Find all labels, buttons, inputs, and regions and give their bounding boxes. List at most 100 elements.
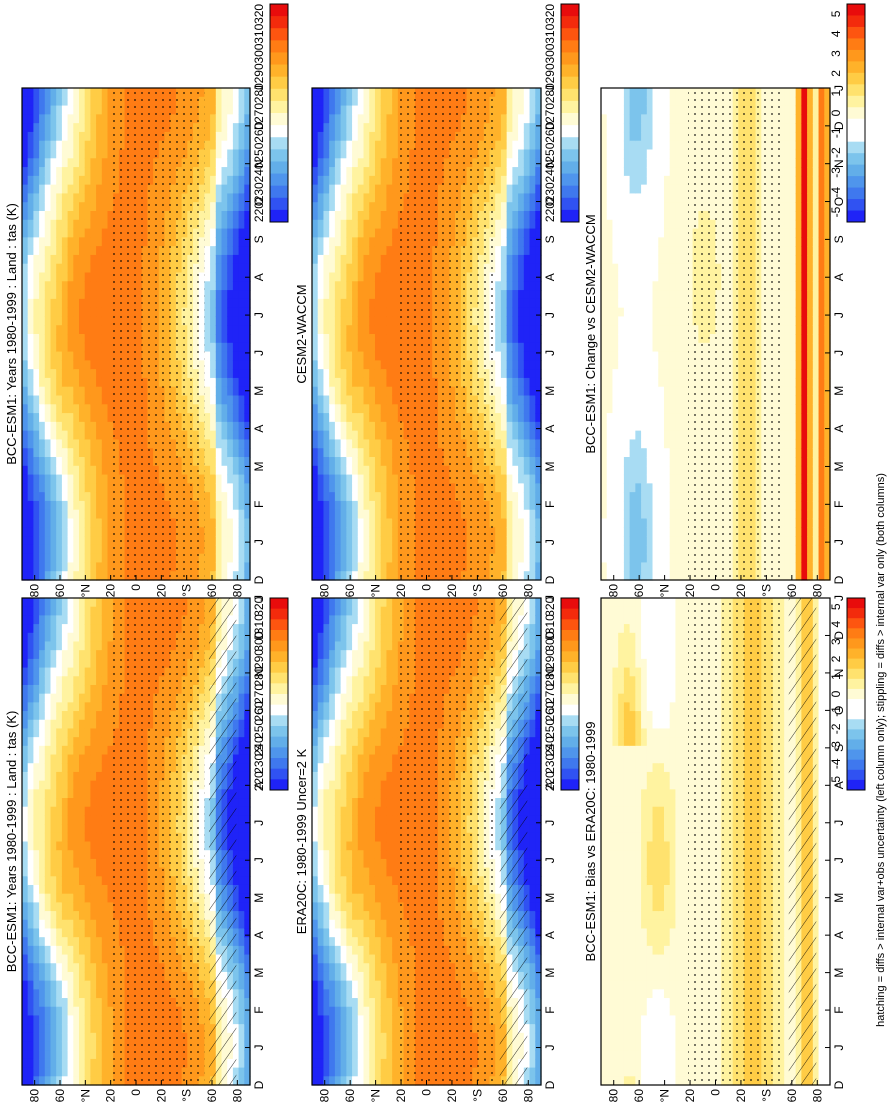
- heat-cell: [96, 395, 103, 405]
- heat-cell: [221, 430, 228, 441]
- heat-cell: [232, 202, 240, 212]
- heat-cell: [39, 832, 46, 843]
- heat-cell: [22, 342, 29, 353]
- heat-cell: [96, 954, 103, 964]
- heat-cell: [317, 702, 325, 712]
- heat-cell: [44, 246, 52, 256]
- heat-cell: [221, 307, 228, 318]
- heat-cell: [96, 492, 103, 502]
- heat-cell: [340, 737, 347, 747]
- heat-cell: [73, 413, 80, 423]
- heat-cell: [73, 789, 80, 799]
- heat-cell: [27, 281, 34, 291]
- heat-cell: [323, 937, 330, 947]
- heat-cell: [79, 167, 86, 177]
- heat-cell: [244, 937, 251, 947]
- heat-cell: [56, 430, 63, 441]
- heat-cell: [67, 693, 74, 703]
- heat-cell: [232, 562, 240, 572]
- heat-cell: [244, 334, 251, 344]
- heat-cell: [101, 369, 109, 379]
- heat-cell: [101, 598, 109, 608]
- heat-cell: [67, 167, 74, 177]
- heat-cell: [221, 553, 228, 564]
- heat-cell: [204, 806, 211, 817]
- colorbar-frame: [269, 3, 289, 223]
- heat-cell: [204, 448, 211, 458]
- heat-cell: [79, 971, 86, 982]
- heat-cell: [44, 149, 52, 159]
- heat-cell: [96, 1041, 103, 1051]
- heat-cell: [33, 246, 40, 256]
- heat-cell: [61, 832, 69, 843]
- heat-cell: [90, 745, 97, 756]
- heat-cell: [33, 369, 40, 379]
- heat-cell: [210, 544, 217, 555]
- heat-cell: [56, 684, 63, 695]
- colorbar-swatch: [270, 173, 288, 187]
- heat-cell: [238, 824, 245, 834]
- heat-cell: [61, 413, 69, 423]
- heat-cell: [312, 954, 319, 964]
- heat-cell: [227, 105, 234, 115]
- heat-cell: [101, 815, 109, 825]
- heat-cell: [27, 360, 34, 370]
- heat-cell: [56, 544, 63, 555]
- heat-cell: [61, 945, 69, 956]
- heat-cell: [27, 536, 34, 546]
- heat-cell: [204, 615, 211, 625]
- heat-cell: [221, 527, 228, 537]
- heat-cell: [39, 1050, 46, 1060]
- heat-cell: [79, 1032, 86, 1043]
- heat-cell: [84, 325, 91, 335]
- heat-cell: [90, 850, 97, 860]
- heat-cell: [101, 884, 109, 895]
- heat-cell: [244, 1067, 251, 1077]
- heat-cell: [39, 754, 46, 764]
- heat-cell: [90, 96, 97, 107]
- heat-cell: [244, 858, 251, 869]
- heat-cell: [22, 307, 29, 318]
- heat-cell: [96, 263, 103, 274]
- heat-cell: [50, 798, 57, 808]
- heat-cell: [61, 500, 69, 511]
- heat-cell: [317, 815, 325, 825]
- heat-cell: [39, 562, 46, 572]
- heat-cell: [317, 693, 325, 703]
- month-tick-label: N: [252, 159, 266, 168]
- heat-cell: [90, 334, 97, 344]
- heat-cell: [50, 360, 57, 370]
- heat-cell: [334, 884, 342, 895]
- heat-cell: [84, 158, 91, 168]
- heat-cell: [22, 114, 29, 124]
- heat-cell: [227, 386, 234, 397]
- heat-cell: [50, 815, 57, 825]
- heat-cell: [221, 413, 228, 423]
- heat-cell: [96, 334, 103, 344]
- heat-cell: [50, 571, 57, 581]
- heat-cell: [33, 334, 40, 344]
- heat-cell: [67, 763, 74, 773]
- heat-cell: [227, 544, 234, 555]
- heat-cell: [90, 492, 97, 502]
- heat-cell: [215, 149, 223, 159]
- heat-cell: [67, 334, 74, 344]
- heat-cell: [22, 971, 29, 982]
- heat-cell: [227, 483, 234, 493]
- heat-cell: [73, 492, 80, 502]
- heat-cell: [61, 474, 69, 484]
- month-tick-label: F: [252, 1006, 266, 1013]
- heat-cell: [50, 1067, 57, 1077]
- heat-cell: [334, 1006, 342, 1017]
- heat-cell: [39, 658, 46, 669]
- heat-cell: [244, 806, 251, 817]
- heat-cell: [96, 737, 103, 747]
- heat-cell: [50, 858, 57, 869]
- heat-cell: [334, 711, 342, 721]
- month-tick-label: D: [252, 121, 266, 130]
- heat-cell: [215, 193, 223, 203]
- heat-cell: [73, 1032, 80, 1043]
- heat-cell: [232, 123, 240, 133]
- heat-cell: [204, 780, 211, 790]
- heat-cell: [323, 945, 330, 956]
